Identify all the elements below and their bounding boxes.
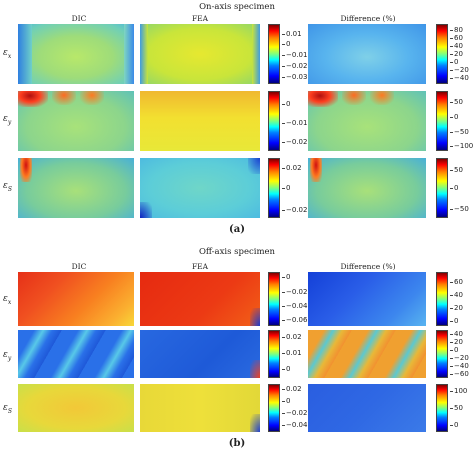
tick: 60 [450, 34, 463, 42]
panel-diff-ey-b [308, 330, 426, 378]
panel-diff-ey-a [308, 91, 426, 151]
tick: −0.02 [281, 138, 308, 146]
tick: 60 [450, 278, 463, 286]
col-diff-b: Difference (%) [340, 262, 396, 271]
panel-fea-es-a [140, 158, 260, 218]
colorbar-diff-es-b [436, 384, 448, 432]
tick: −60 [450, 370, 469, 378]
tick: −0.02 [281, 288, 308, 296]
tick: 40 [450, 42, 463, 50]
tick: −0.04 [281, 421, 308, 429]
panel-fea-ey-b [140, 330, 260, 378]
col-dic-b: DIC [71, 262, 87, 271]
tick: 0.01 [282, 30, 302, 38]
tick: 40 [450, 330, 463, 338]
sublabel-a: (a) [229, 224, 245, 235]
tick: −40 [450, 362, 469, 370]
colorbar-diff-ex-b [436, 272, 448, 326]
panel-dic-ex-b [18, 272, 134, 326]
tick: 40 [450, 291, 463, 299]
panel-diff-es-b [308, 384, 426, 432]
tick: −0.06 [281, 316, 308, 324]
tick: −0.01 [281, 51, 308, 59]
col-dic-a: DIC [71, 14, 87, 23]
colorbar-diff-ex-a [436, 24, 448, 84]
col-diff-a: Difference (%) [340, 14, 396, 23]
tick: 0 [281, 100, 291, 108]
tick: 0 [449, 113, 459, 121]
panel-diff-ex-b [308, 272, 426, 326]
tick: 50 [450, 98, 463, 106]
row-label-ex-a: εx [3, 48, 12, 60]
tick: 0 [281, 273, 291, 281]
tick: −0.01 [281, 119, 308, 127]
panel-fea-ex-a [140, 24, 260, 84]
sublabel-b: (b) [228, 438, 246, 449]
tick: 20 [450, 50, 463, 58]
colorbar-fea-es-b [268, 384, 280, 432]
title-off-axis: Off-axis specimen [198, 247, 276, 257]
tick: 0.02 [282, 164, 302, 172]
tick: 0 [449, 421, 459, 429]
panel-dic-ex-a [18, 24, 134, 84]
panel-dic-ey-a [18, 91, 134, 151]
tick: −0.02 [281, 409, 308, 417]
tick: 0 [281, 40, 291, 48]
tick: 0 [281, 365, 291, 373]
colorbar-fea-ey-a [268, 91, 280, 151]
tick: 50 [450, 404, 463, 412]
tick: 0 [281, 184, 291, 192]
panel-fea-ex-b [140, 272, 260, 326]
panel-fea-es-b [140, 384, 260, 432]
tick: −50 [450, 128, 469, 136]
tick: 20 [450, 304, 463, 312]
tick: −20 [450, 354, 469, 362]
colorbar-fea-es-a [268, 158, 280, 218]
tick: 0 [449, 184, 459, 192]
tick: −0.02 [281, 62, 308, 70]
tick: −50 [450, 205, 469, 213]
tick: 80 [450, 26, 463, 34]
col-fea-a: FEA [191, 14, 209, 23]
tick: 0.01 [282, 349, 302, 357]
panel-dic-es-b [18, 384, 134, 432]
colorbar-fea-ex-b [268, 272, 280, 326]
colorbar-diff-ey-b [436, 330, 448, 378]
tick: −0.04 [281, 302, 308, 310]
tick: 0 [281, 397, 291, 405]
panel-fea-ey-a [140, 91, 260, 151]
col-fea-b: FEA [191, 262, 209, 271]
tick: −40 [450, 74, 469, 82]
panel-dic-ey-b [18, 330, 134, 378]
panel-diff-es-a [308, 158, 426, 218]
row-label-es-b: εS [3, 403, 12, 415]
colorbar-fea-ex-a [268, 24, 280, 84]
row-label-ey-a: εy [3, 114, 12, 126]
title-on-axis: On-axis specimen [199, 2, 275, 12]
tick: 0.02 [282, 385, 302, 393]
panel-diff-ex-a [308, 24, 426, 84]
row-label-ey-b: εy [3, 350, 12, 362]
row-label-es-a: εS [3, 181, 12, 193]
tick: −0.03 [281, 73, 308, 81]
colorbar-diff-es-a [436, 158, 448, 218]
row-label-ex-b: εx [3, 294, 12, 306]
panel-dic-es-a [18, 158, 134, 218]
colorbar-fea-ey-b [268, 330, 280, 378]
tick: 0 [449, 346, 459, 354]
tick: −20 [450, 66, 469, 74]
colorbar-diff-ey-a [436, 91, 448, 151]
tick: 0 [449, 58, 459, 66]
tick: 20 [450, 338, 463, 346]
tick: −100 [449, 142, 474, 150]
tick: 0 [449, 317, 459, 325]
tick: 100 [449, 387, 468, 395]
tick: −0.02 [281, 206, 308, 214]
tick: 50 [450, 166, 463, 174]
tick: 0.02 [282, 333, 302, 341]
